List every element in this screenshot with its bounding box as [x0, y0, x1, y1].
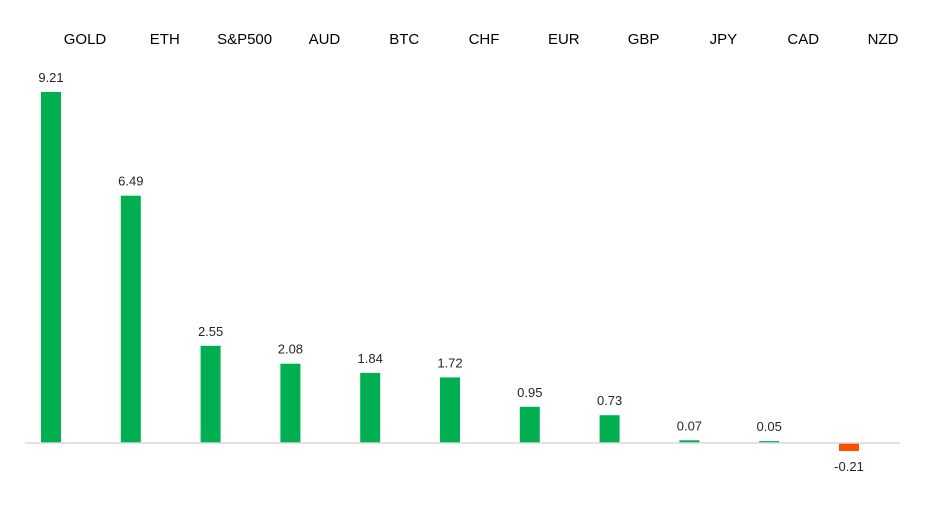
category-label: CAD	[787, 31, 819, 48]
value-label: 0.05	[757, 419, 782, 434]
value-label: -0.21	[834, 459, 864, 474]
category-label: EUR	[548, 31, 580, 48]
value-label: 0.73	[597, 393, 622, 408]
category-label: NZD	[868, 31, 899, 48]
bar	[120, 195, 141, 443]
bar	[440, 377, 460, 443]
bar	[41, 92, 61, 443]
value-label: 0.07	[677, 418, 702, 433]
bar	[599, 415, 620, 443]
category-label: JPY	[710, 31, 738, 48]
value-label: 9.21	[38, 70, 63, 85]
bar	[200, 345, 221, 443]
bar	[679, 440, 700, 443]
value-label: 1.72	[437, 355, 462, 370]
bar	[360, 372, 381, 443]
bar	[839, 443, 859, 451]
category-label: BTC	[389, 31, 419, 48]
value-label: 0.95	[517, 385, 542, 400]
value-labels: 9.21 6.49 2.55 2.08 1.84 1.72 0.95 0.73 0.07 0.05…	[38, 70, 863, 474]
category-label: S&P500	[217, 31, 272, 48]
category-labels: GOLD ETH S&P500 AUD BTC CHF EUR GBP JPY CAD NZD	[64, 31, 899, 48]
bar	[759, 441, 780, 443]
category-label: GOLD	[64, 31, 107, 48]
bar	[519, 406, 540, 443]
value-label: 1.84	[358, 351, 383, 366]
category-label: AUD	[309, 31, 341, 48]
value-label: 6.49	[118, 174, 143, 189]
bar	[280, 363, 301, 443]
bars-group	[41, 92, 859, 451]
category-label: ETH	[150, 31, 180, 48]
value-label: 2.08	[278, 342, 303, 357]
category-label: GBP	[628, 31, 660, 48]
value-label: 2.55	[198, 324, 223, 339]
category-label: CHF	[469, 31, 500, 48]
